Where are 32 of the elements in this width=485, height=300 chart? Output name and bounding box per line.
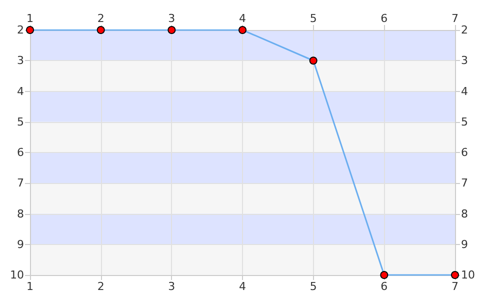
x2-tick-label: 1 [26,12,34,25]
y2-tick-label: 5 [461,115,468,128]
y-tick-label: 3 [17,54,24,68]
y2-tick-label: 4 [461,84,468,98]
x2-tick-label: 2 [97,12,104,25]
y2-tick-label: 3 [461,54,468,68]
x-tick-label: 2 [97,280,104,293]
x2-tick-label: 5 [310,12,317,25]
x-tick-label: 5 [310,280,317,293]
y2-tick-label: 7 [461,176,468,190]
y-tick-label: 4 [17,84,24,98]
y-tick-label: 9 [17,238,24,251]
y2-tick-label: 6 [461,146,468,159]
x-tick-label: 6 [380,280,388,293]
x-tick-label: 3 [168,280,176,293]
y-tick-label: 5 [17,115,24,128]
x2-tick-label: 3 [168,12,176,25]
x-tick-label: 7 [452,280,458,293]
y2-tick-label: 10 [461,268,475,282]
y-tick-label: 6 [17,146,24,159]
y2-tick-label: 8 [461,207,468,220]
x-tick-label: 1 [26,280,34,293]
y2-tick-label: 9 [461,238,468,251]
x2-tick-label: 7 [452,12,458,25]
y-tick-label: 7 [17,176,24,190]
x2-tick-label: 4 [239,12,246,25]
y2-tick-label: 2 [461,24,468,36]
y-tick-label: 2 [17,24,24,36]
x2-tick-label: 6 [380,12,388,25]
y-tick-label: 8 [17,207,24,220]
y-tick-label: 10 [10,268,24,282]
x-tick-label: 4 [239,280,246,293]
